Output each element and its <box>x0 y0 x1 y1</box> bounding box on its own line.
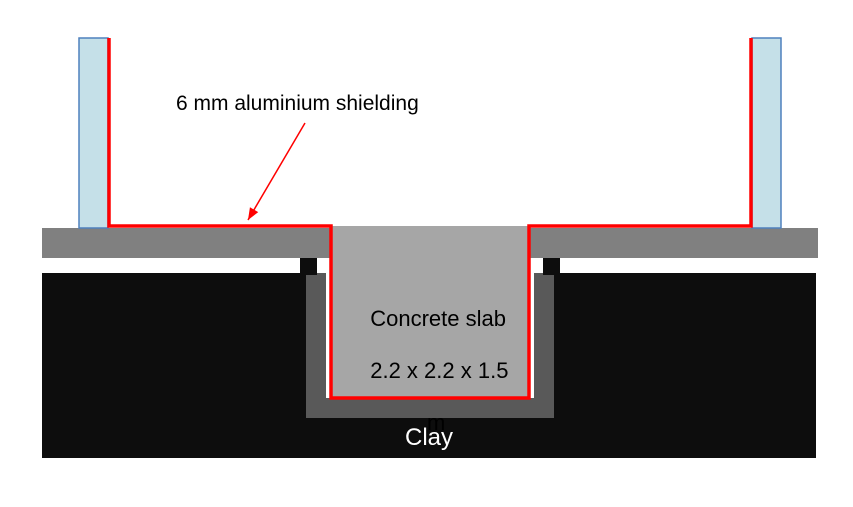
glass-panel-right <box>752 38 781 228</box>
deck-left <box>42 228 334 258</box>
slab-label: Concrete slab 2.2 x 2.2 x 1.5 m <box>358 280 502 436</box>
support-left <box>300 258 317 275</box>
deck-right <box>526 228 818 258</box>
clay-label: Clay <box>405 424 453 452</box>
support-right <box>543 258 560 275</box>
slab-label-line1: Concrete slab <box>370 306 506 331</box>
annotation-arrow <box>248 123 305 220</box>
glass-panel-left <box>79 38 108 228</box>
slab-label-line2: 2.2 x 2.2 x 1.5 <box>370 358 508 383</box>
shielding-label: 6 mm aluminium shielding <box>176 92 419 116</box>
